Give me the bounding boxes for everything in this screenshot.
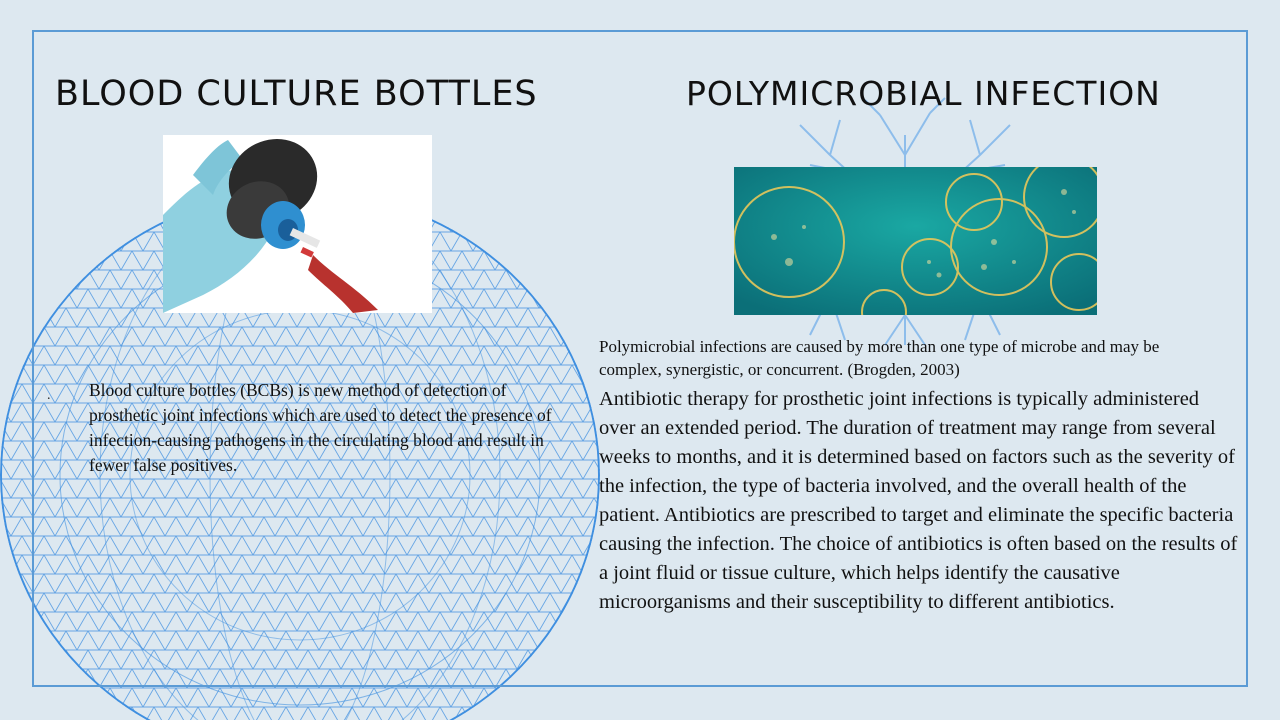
antibiotic-therapy-paragraph: Antibiotic therapy for prosthetic joint … [599, 385, 1239, 617]
microbial-cells-photo [734, 167, 1097, 315]
left-heading: BLOOD CULTURE BOTTLES [55, 74, 538, 114]
blood-culture-description: Blood culture bottles (BCBs) is new meth… [89, 378, 554, 478]
polymicrobial-definition: Polymicrobial infections are caused by m… [599, 335, 1209, 381]
right-heading: POLYMICROBIAL INFECTION [686, 74, 1161, 113]
blood-culture-bottle-photo [163, 135, 432, 313]
bullet-marker: . [47, 388, 51, 404]
